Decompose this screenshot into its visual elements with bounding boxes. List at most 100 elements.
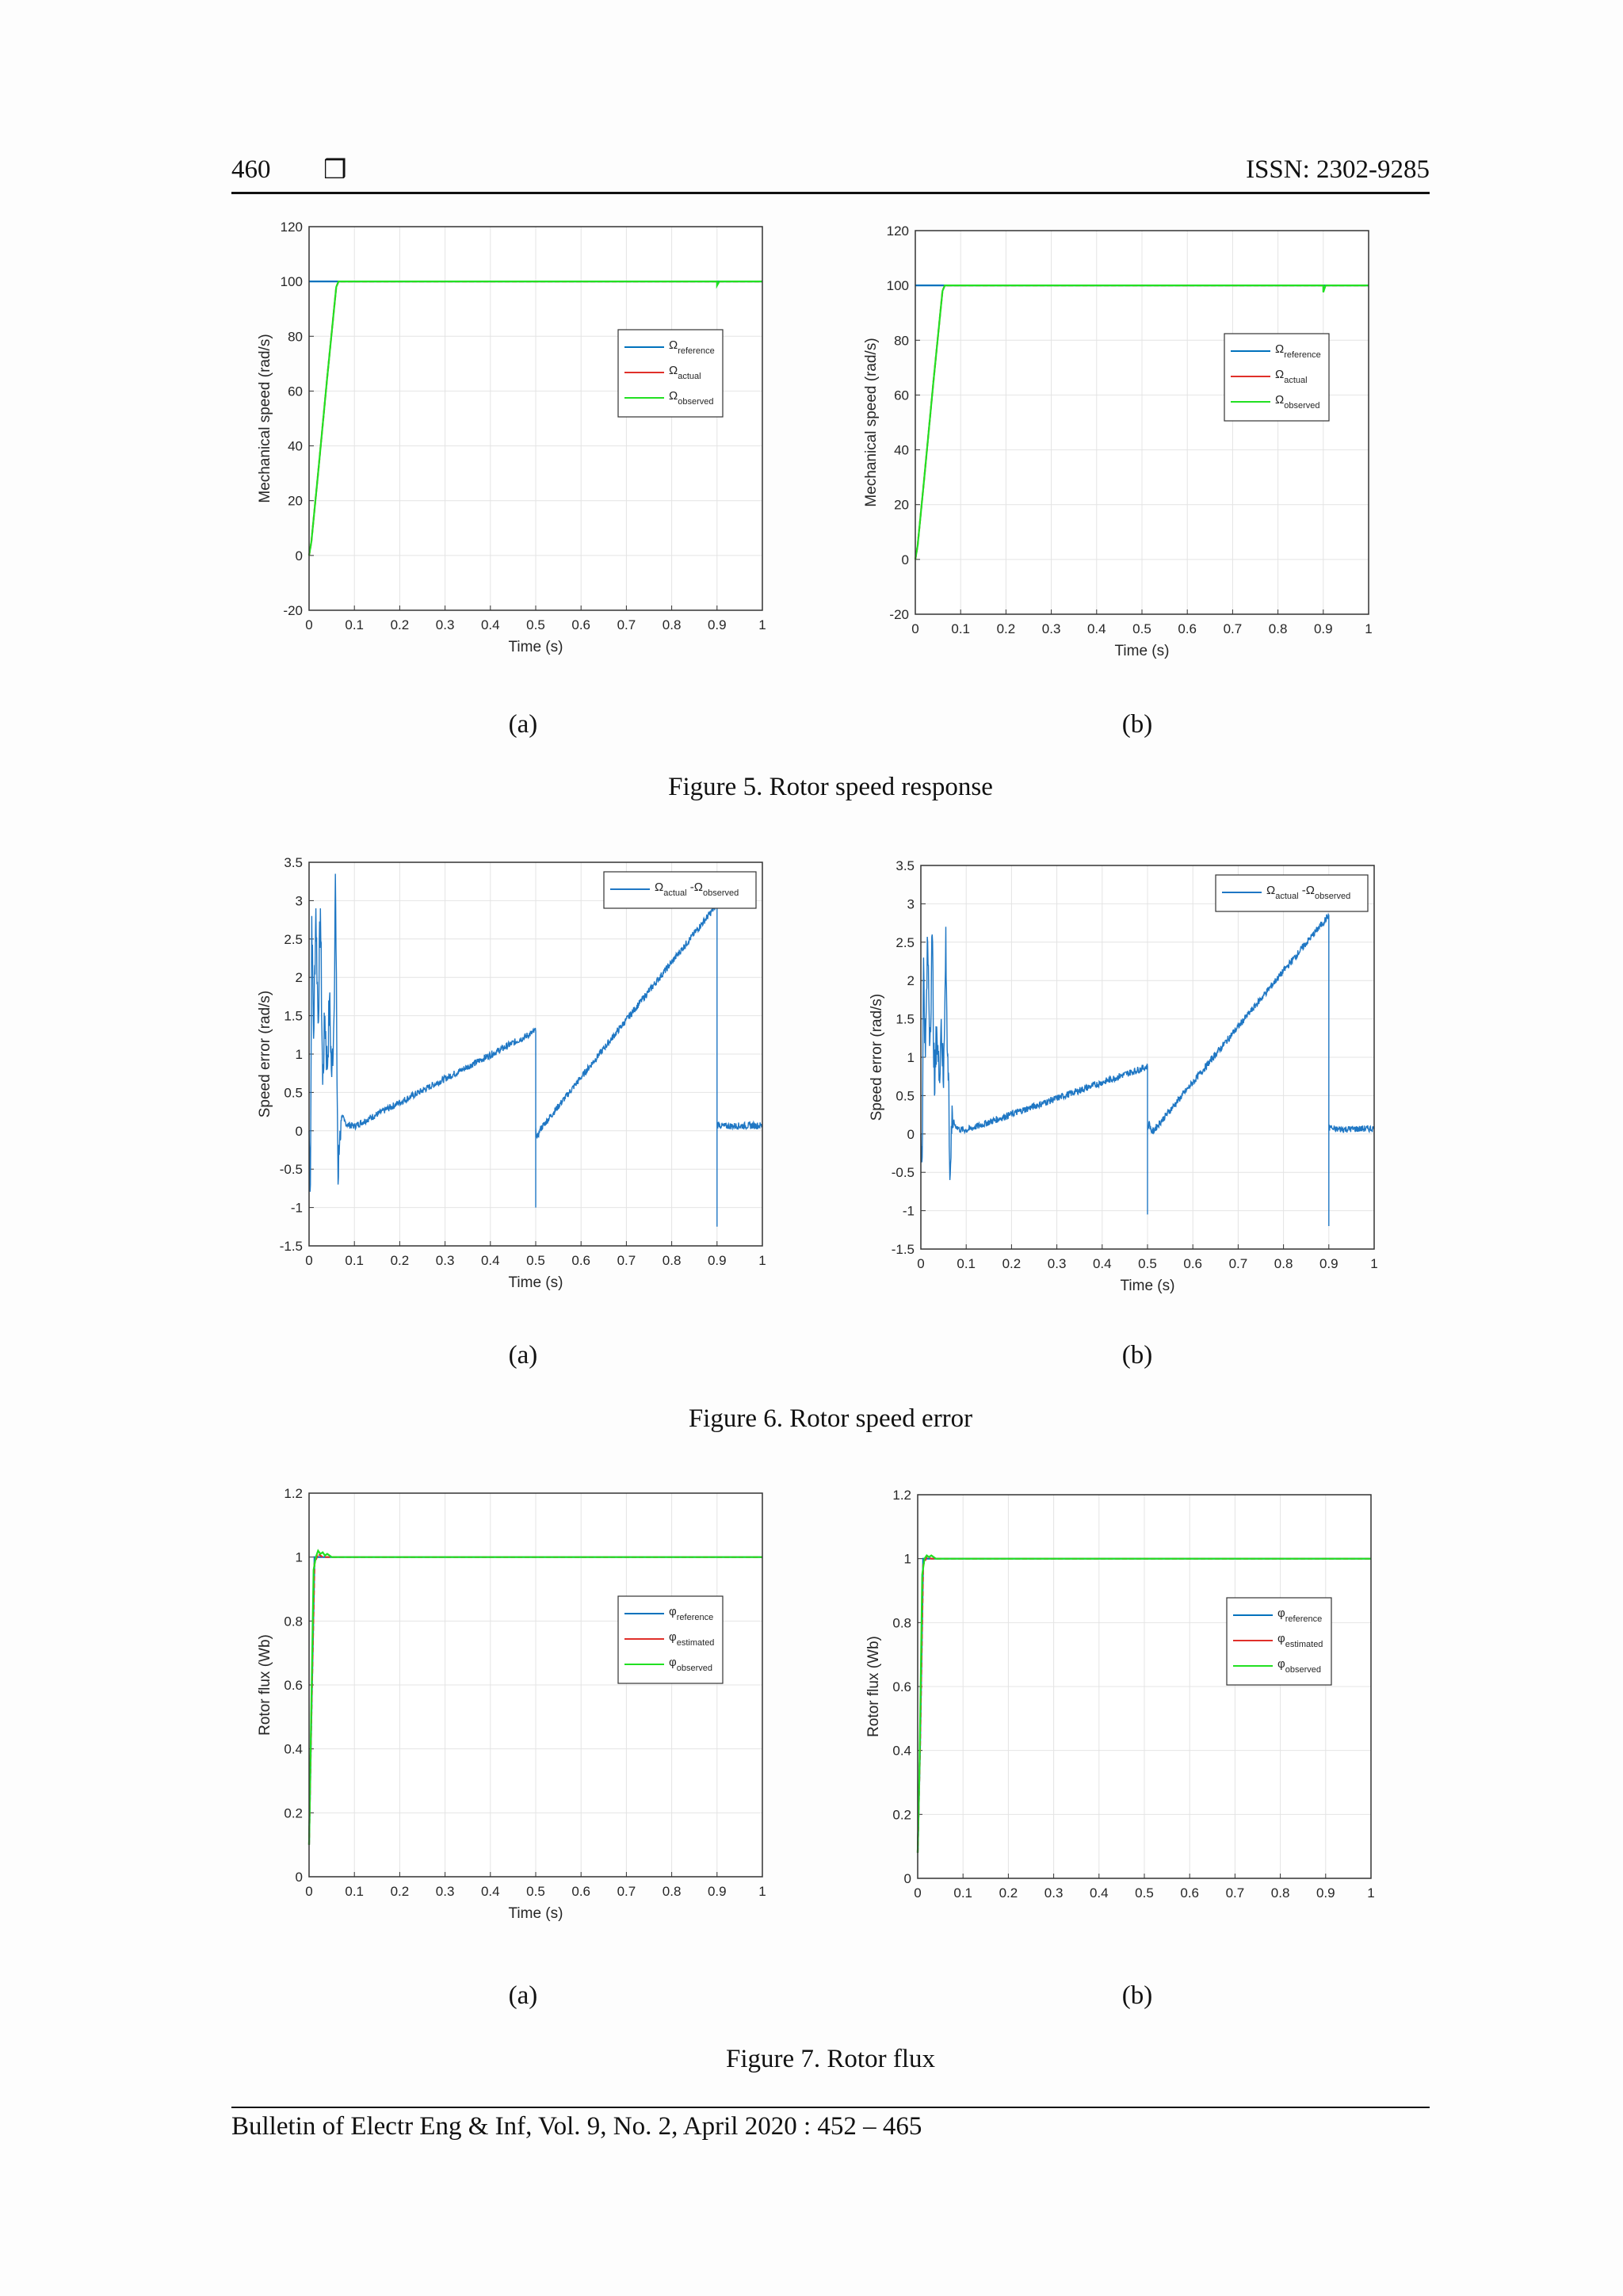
x-tick-label: 0.2 [391, 1884, 410, 1899]
figure-7a-chart: 0 0.1 0.2 0.3 0.4 0.5 0.6 0.7 0.8 0.9 1 0 0.2 0.4 0.6 0… [254, 1486, 792, 1948]
figure-6b-chart: 0 0.1 0.2 0.3 0.4 0.5 0.6 0.7 0.8 0.9 1 -1.5 -1 -0.5 0… [865, 858, 1404, 1320]
x-tick-label: 0.7 [617, 1253, 636, 1268]
y-tick-label: 3.5 [284, 855, 303, 870]
x-tick-label: 0.6 [571, 1884, 590, 1899]
x-tick-label: 0.9 [1319, 1256, 1338, 1271]
x-tick-label: 0.3 [1048, 1256, 1067, 1271]
x-tick-label: 0.1 [951, 621, 970, 636]
series-line-observed [307, 281, 762, 556]
x-tick-label: 0.8 [1274, 1256, 1293, 1271]
y-tick-label: -1.5 [892, 1242, 915, 1257]
x-axis-label: Time (s) [1121, 1278, 1175, 1294]
y-tick-label: 2 [907, 973, 915, 988]
issn: ISSN: 2302-9285 [1246, 155, 1430, 184]
legend-entry: Ωactual [1275, 368, 1308, 385]
y-tick-label: 60 [894, 388, 909, 403]
y-tick-label: 0 [296, 548, 303, 563]
x-tick-label: 0.3 [436, 1253, 455, 1268]
x-tick-label: 0.2 [391, 617, 410, 632]
y-tick-label: 3.5 [896, 858, 915, 873]
x-tick-label: 0.4 [1090, 1885, 1109, 1901]
y-tick-label: 60 [288, 384, 303, 399]
y-tick-label: 100 [887, 278, 909, 293]
legend-entry: Ωactual -Ωobserved [1266, 884, 1350, 901]
figure-5a-label: (a) [508, 710, 538, 739]
x-tick-label: 0.2 [997, 621, 1016, 636]
figure-5b-label: (b) [1121, 710, 1153, 739]
y-tick-label: 2.5 [896, 935, 915, 950]
x-tick-label: 0.6 [1178, 621, 1197, 636]
legend-entry: φobserved [669, 1656, 712, 1673]
legend-entry: Ωactual [669, 364, 701, 381]
x-tick-label: 0.2 [999, 1885, 1018, 1901]
y-tick-label: -20 [889, 607, 909, 622]
y-tick-label: 80 [894, 333, 909, 348]
x-tick-label: 0.5 [526, 617, 545, 632]
y-tick-label: 1 [907, 1050, 915, 1065]
x-tick-label: 0.8 [1271, 1885, 1290, 1901]
x-tick-label: 0.8 [663, 1253, 682, 1268]
x-axis-label: Time (s) [1115, 643, 1170, 659]
x-tick-label: 0.1 [953, 1885, 972, 1901]
y-tick-label: 40 [894, 443, 909, 458]
x-tick-label: 0.6 [1183, 1256, 1202, 1271]
legend-entry: Ωreference [1275, 342, 1321, 360]
y-tick-label: 100 [281, 274, 303, 289]
y-tick-label: 20 [894, 498, 909, 513]
x-tick-label: 1 [758, 1253, 766, 1268]
y-tick-label: -0.5 [892, 1165, 915, 1180]
x-tick-label: 0 [917, 1256, 924, 1271]
axes-frame [308, 861, 763, 1247]
x-tick-label: 0.3 [436, 1884, 455, 1899]
y-tick-label: 0.6 [284, 1678, 303, 1693]
legend-entry: φreference [669, 1605, 713, 1622]
figure-7a-label: (a) [508, 1981, 538, 2010]
x-tick-label: 1 [758, 617, 766, 632]
x-tick-label: 0 [305, 617, 312, 632]
x-tick-label: 0 [305, 1884, 312, 1899]
x-tick-label: 1 [1365, 621, 1372, 636]
figure-5b-chart: 0 0.1 0.2 0.3 0.4 0.5 0.6 0.7 0.8 0.9 1 -20 0 20 40 60 8… [860, 223, 1399, 686]
x-tick-label: 0.5 [526, 1253, 545, 1268]
y-tick-label: -1 [291, 1201, 303, 1216]
legend-entry: φestimated [669, 1630, 714, 1648]
y-tick-label: 0 [296, 1124, 303, 1139]
figure-7-caption: Figure 7. Rotor flux [726, 2045, 935, 2073]
y-tick-label: 1.2 [284, 1486, 303, 1501]
x-tick-label: 0.5 [1138, 1256, 1157, 1271]
y-axis-label: Speed error (rad/s) [257, 991, 273, 1118]
figure-6b-label: (b) [1121, 1341, 1153, 1370]
x-tick-label: 0.5 [1135, 1885, 1154, 1901]
x-tick-label: 0.4 [1093, 1256, 1112, 1271]
series-line-observed [307, 1549, 762, 1845]
legend-entry: Ωreference [669, 338, 715, 356]
header-rule [231, 192, 1430, 194]
x-tick-label: 0.9 [708, 1253, 727, 1268]
page-footer: Bulletin of Electr Eng & Inf, Vol. 9, No… [231, 2112, 922, 2141]
y-tick-label: -1.5 [280, 1239, 303, 1254]
x-tick-label: 1 [1367, 1885, 1374, 1901]
figure-7b-chart: 0 0.1 0.2 0.3 0.4 0.5 0.6 0.7 0.8 0.9 1 0 0.2 0.4 0.6 0… [862, 1488, 1401, 1950]
y-tick-label: 1 [904, 1552, 911, 1567]
y-tick-label: 0.8 [892, 1615, 911, 1630]
series-line-actual [308, 873, 763, 1227]
series-line-observed [916, 1554, 1371, 1853]
y-tick-label: 0.4 [284, 1742, 303, 1757]
x-tick-label: 0.4 [481, 1884, 500, 1899]
y-tick-label: 1 [296, 1550, 303, 1565]
x-tick-label: 0.9 [1314, 621, 1333, 636]
x-tick-label: 0.8 [663, 617, 682, 632]
fig6a-svg: 0 0.1 0.2 0.3 0.4 0.5 0.6 0.7 0.8 0.9 1 -1.5 -1 -0.5 0… [257, 855, 766, 1291]
x-tick-label: 1 [1370, 1256, 1377, 1271]
x-tick-label: 0.7 [1226, 1885, 1245, 1901]
y-axis-label: Mechanical speed (rad/s) [863, 338, 880, 506]
x-tick-label: 0.1 [345, 617, 364, 632]
x-tick-label: 0.6 [1180, 1885, 1199, 1901]
y-tick-label: 80 [288, 329, 303, 344]
y-tick-label: 0.5 [284, 1085, 303, 1100]
x-tick-label: 0.2 [1002, 1256, 1022, 1271]
y-tick-label: 1 [296, 1047, 303, 1062]
y-tick-label: 3 [907, 896, 915, 911]
x-tick-label: 1 [758, 1884, 766, 1899]
x-axis-label: Time (s) [509, 639, 563, 655]
